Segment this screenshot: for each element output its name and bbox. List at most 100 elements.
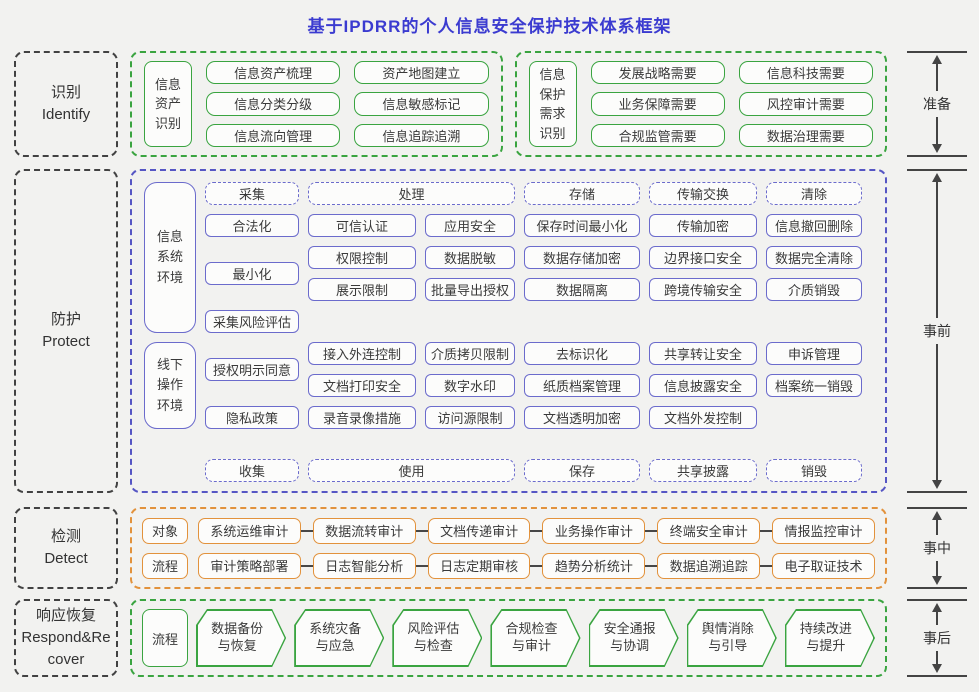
connector-line <box>415 529 428 532</box>
stage-bottom: 使用 <box>308 459 515 482</box>
info-asset-identify-group: 信息 资产 识别 信息资产梳理 资产地图建立 信息分类分级 信息敏感标记 信息流… <box>130 51 503 157</box>
protect-item: 文档透明加密 <box>524 406 640 429</box>
timeline-arrow-during: 事中 <box>905 507 969 589</box>
detect-item: 业务操作审计 <box>542 517 646 544</box>
asset-item: 信息流向管理 <box>206 123 341 147</box>
protect-item: 文档外发控制 <box>649 406 757 429</box>
asset-item: 信息资产梳理 <box>206 61 341 85</box>
protect-container: 信息 系统 环境 线下 操作 环境 采集 处理 存储 传输交换 清除 合法化 可… <box>130 169 887 493</box>
arrow-cap <box>907 599 967 601</box>
detect-item: 电子取证技术 <box>772 552 875 579</box>
detect-item: 文档传递审计 <box>427 517 531 544</box>
detect-main: 对象 系统运维审计 数据流转审计 文档传递审计 业务操作审计 终端安全审计 情报… <box>130 507 887 589</box>
respond-step: 安全通报 与协调 <box>589 609 679 667</box>
info-asset-items: 信息资产梳理 资产地图建立 信息分类分级 信息敏感标记 信息流向管理 信息追踪追… <box>206 61 489 147</box>
protect-item: 展示限制 <box>308 278 416 301</box>
protect-item: 档案统一销毁 <box>766 374 862 397</box>
protect-item: 纸质档案管理 <box>524 374 640 397</box>
detect-item: 系统运维审计 <box>198 517 301 544</box>
timeline-arrow-after: 事后 <box>905 599 969 677</box>
arrowhead-up-icon <box>932 511 942 520</box>
identify-main: 信息 资产 识别 信息资产梳理 资产地图建立 信息分类分级 信息敏感标记 信息流… <box>130 51 887 157</box>
protect-main: 信息 系统 环境 线下 操作 环境 采集 处理 存储 传输交换 清除 合法化 可… <box>130 169 887 493</box>
connector-line <box>645 564 658 567</box>
detect-item: 趋势分析统计 <box>542 552 646 579</box>
detect-item: 日志定期审核 <box>427 552 531 579</box>
respond-step: 风险评估 与检查 <box>392 609 482 667</box>
protect-item: 传输加密 <box>649 214 757 237</box>
need-item: 业务保障需要 <box>590 92 725 116</box>
protect-item: 隐私政策 <box>205 406 299 429</box>
need-item: 发展战略需要 <box>590 61 725 85</box>
asset-item: 资产地图建立 <box>354 61 489 85</box>
arrow-cap <box>907 587 967 589</box>
need-item: 合规监管需要 <box>590 123 725 147</box>
connector-line <box>530 529 543 532</box>
arrowhead-down-icon <box>932 576 942 585</box>
detect-row-label: 流程 <box>142 552 188 579</box>
stage-top: 存储 <box>524 182 640 205</box>
arrow-cap <box>907 51 967 53</box>
respond-main: 流程 数据备份 与恢复 系统灾备 与应急 风险评估 与检查 <box>130 599 887 677</box>
protect-item: 录音录像措施 <box>308 406 416 429</box>
detect-row-label: 对象 <box>142 517 188 544</box>
detect-row-process: 流程 审计策略部署 日志智能分析 日志定期审核 趋势分析统计 数据追溯追踪 电子… <box>142 552 875 579</box>
env-label-info-system: 信息 系统 环境 <box>144 182 196 333</box>
respond-step: 合规检查 与审计 <box>490 609 580 667</box>
diagram-body: 识别 Identify 信息 资产 识别 信息资产梳理 资产地图建立 信息分类分… <box>0 51 979 677</box>
respond-step: 数据备份 与恢复 <box>196 609 286 667</box>
protect-item: 数据存储加密 <box>524 246 640 269</box>
respond-row-label: 流程 <box>142 609 188 667</box>
protect-item: 保存时间最小化 <box>524 214 640 237</box>
protect-item: 采集风险评估 <box>205 310 299 333</box>
protect-item: 最小化 <box>205 262 299 285</box>
protect-item: 信息撤回删除 <box>766 214 862 237</box>
protect-item: 可信认证 <box>308 214 416 237</box>
respond-step: 持续改进 与提升 <box>785 609 875 667</box>
env-label-offline-ops: 线下 操作 环境 <box>144 342 196 429</box>
connector-line <box>760 564 773 567</box>
protect-item: 接入外连控制 <box>308 342 416 365</box>
arrowhead-down-icon <box>932 664 942 673</box>
protect-item: 去标识化 <box>524 342 640 365</box>
respond-step: 舆情消除 与引导 <box>687 609 777 667</box>
connector-line <box>300 564 313 567</box>
detect-item: 审计策略部署 <box>198 552 301 579</box>
connector-line <box>645 529 658 532</box>
protect-item: 共享转让安全 <box>649 342 757 365</box>
stage-top: 传输交换 <box>649 182 757 205</box>
stage-top: 清除 <box>766 182 862 205</box>
protect-grid: 信息 系统 环境 线下 操作 环境 采集 处理 存储 传输交换 清除 合法化 可… <box>144 182 873 482</box>
page-title: 基于IPDRR的个人信息安全保护技术体系框架 <box>307 17 672 36</box>
timeline-before: 事前 <box>899 169 975 493</box>
detect-item: 终端安全审计 <box>657 517 761 544</box>
protect-item: 介质销毁 <box>766 278 862 301</box>
timeline-arrow-prepare: 准备 <box>905 51 969 157</box>
timeline-label-during: 事中 <box>923 540 951 556</box>
protect-item: 数据完全清除 <box>766 246 862 269</box>
protection-need-identify-group: 信息 保护 需求 识别 发展战略需要 信息科技需要 业务保障需要 风控审计需要 … <box>514 51 887 157</box>
timeline-label-after: 事后 <box>923 630 951 646</box>
phase-box-detect: 检测 Detect <box>14 507 118 589</box>
protection-need-identify-label: 信息 保护 需求 识别 <box>528 61 577 147</box>
band-detect: 检测 Detect 对象 系统运维审计 数据流转审计 文档传递审计 业务操作审计… <box>14 507 975 589</box>
band-protect: 防护 Protect 信息 系统 环境 线下 操作 环境 采集 处理 存储 传输… <box>14 169 975 493</box>
detect-container: 对象 系统运维审计 数据流转审计 文档传递审计 业务操作审计 终端安全审计 情报… <box>130 507 887 589</box>
phase-box-identify: 识别 Identify <box>14 51 118 157</box>
timeline-prepare: 准备 <box>899 51 975 157</box>
protect-item: 跨境传输安全 <box>649 278 757 301</box>
arrow-cap <box>907 169 967 171</box>
band-identify: 识别 Identify 信息 资产 识别 信息资产梳理 资产地图建立 信息分类分… <box>14 51 975 157</box>
timeline-after: 事后 <box>899 599 975 677</box>
arrow-cap <box>907 675 967 677</box>
stage-bottom: 共享披露 <box>649 459 757 482</box>
arrowhead-up-icon <box>932 603 942 612</box>
protect-item: 文档打印安全 <box>308 374 416 397</box>
detect-item: 数据追溯追踪 <box>657 552 761 579</box>
arrowhead-up-icon <box>932 55 942 64</box>
info-asset-identify-label: 信息 资产 识别 <box>144 61 192 147</box>
timeline-during: 事中 <box>899 507 975 589</box>
protection-need-items: 发展战略需要 信息科技需要 业务保障需要 风控审计需要 合规监管需要 数据治理需… <box>590 61 873 147</box>
asset-item: 信息敏感标记 <box>354 92 489 116</box>
detect-item: 数据流转审计 <box>312 517 416 544</box>
